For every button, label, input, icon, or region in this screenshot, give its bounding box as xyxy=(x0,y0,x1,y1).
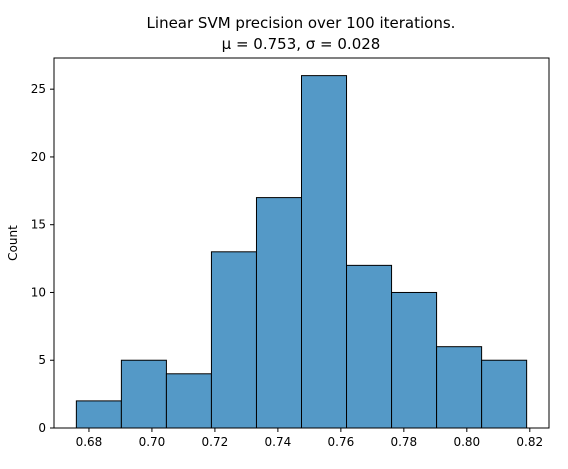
y-tick-label: 15 xyxy=(31,218,46,232)
y-axis-label: Count xyxy=(6,225,20,261)
histogram-bars xyxy=(75,75,528,429)
x-tick-label: 0.82 xyxy=(516,435,543,449)
histogram-bar xyxy=(346,264,393,429)
histogram-bar xyxy=(481,359,528,429)
x-tick-label: 0.72 xyxy=(202,435,229,449)
histogram-bar xyxy=(210,251,257,429)
y-tick-label: 0 xyxy=(38,421,46,435)
y-axis-ticks: 0 5 10 15 20 25 xyxy=(31,82,54,435)
histogram-bar xyxy=(165,373,212,429)
x-tick-label: 0.80 xyxy=(453,435,480,449)
y-tick-label: 10 xyxy=(31,285,46,299)
histogram-bar xyxy=(120,359,167,429)
y-tick-label: 5 xyxy=(38,353,46,367)
histogram-bar xyxy=(301,75,348,429)
x-tick-label: 0.76 xyxy=(328,435,355,449)
x-tick-label: 0.70 xyxy=(139,435,166,449)
chart-title-line-2: μ = 0.753, σ = 0.028 xyxy=(222,35,381,53)
x-tick-label: 0.74 xyxy=(265,435,292,449)
x-tick-label: 0.78 xyxy=(390,435,417,449)
histogram-bar xyxy=(75,400,122,429)
histogram-bar xyxy=(255,197,302,429)
histogram-bar xyxy=(436,346,483,429)
x-tick-label: 0.68 xyxy=(76,435,103,449)
chart-title-line-1: Linear SVM precision over 100 iterations… xyxy=(147,14,456,32)
histogram-bar xyxy=(391,291,438,429)
plot-frame xyxy=(53,57,550,429)
y-tick-label: 20 xyxy=(31,150,46,164)
y-tick-label: 25 xyxy=(31,82,46,96)
x-axis-ticks: 0.68 0.70 0.72 0.74 0.76 0.78 0.80 0.82 xyxy=(76,428,543,449)
